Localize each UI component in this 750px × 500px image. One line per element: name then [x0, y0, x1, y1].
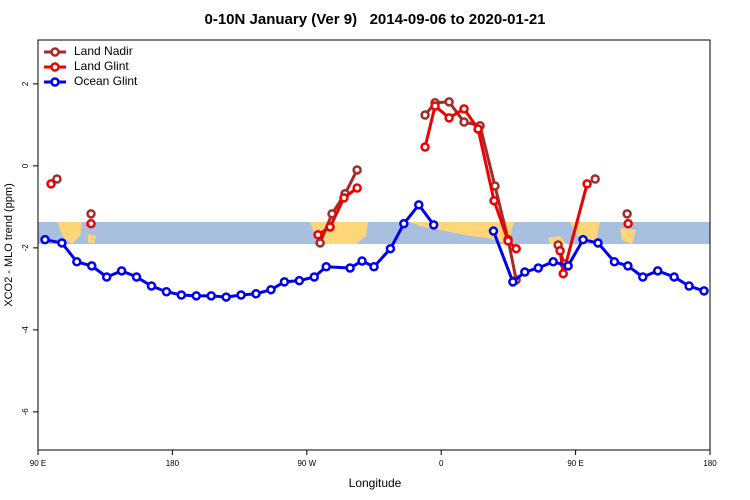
data-point — [321, 261, 331, 272]
data-point — [503, 236, 513, 246]
data-point — [684, 281, 694, 291]
legend-label: Ocean Glint — [74, 74, 138, 88]
data-point — [444, 97, 454, 107]
series-line — [44, 202, 435, 299]
data-point — [46, 179, 56, 189]
data-point — [548, 257, 558, 267]
legend-marker — [50, 62, 60, 72]
data-point — [191, 291, 202, 301]
data-point — [313, 230, 323, 240]
map-band — [38, 222, 710, 244]
data-point — [206, 291, 216, 301]
data-point — [520, 267, 530, 277]
x-tick-label: 90 E — [567, 459, 583, 468]
data-point — [279, 277, 290, 287]
legend-marker — [50, 77, 60, 87]
series — [52, 97, 632, 285]
data-point — [236, 290, 246, 300]
legend-marker — [50, 47, 60, 57]
data-point — [459, 117, 469, 127]
data-point — [511, 243, 521, 254]
data-point — [638, 272, 648, 282]
data-point — [176, 290, 187, 300]
series-line — [317, 186, 359, 237]
data-point — [357, 256, 367, 266]
data-point — [52, 174, 62, 184]
data-point — [86, 209, 96, 219]
legend-label: Land Nadir — [74, 44, 133, 58]
data-point — [508, 277, 518, 287]
data-point — [563, 261, 573, 271]
data-point — [428, 220, 439, 230]
data-point — [399, 218, 409, 229]
data-point — [161, 286, 172, 297]
data-point — [459, 104, 469, 114]
data-point — [116, 266, 127, 276]
data-point — [623, 261, 633, 271]
series — [40, 200, 709, 302]
data-point — [251, 289, 261, 299]
data-point — [430, 101, 440, 111]
data-point — [315, 238, 325, 248]
data-point — [40, 234, 50, 245]
y-tick-label: -4 — [21, 326, 30, 334]
data-point — [369, 261, 379, 272]
data-point — [57, 238, 67, 248]
data-point — [221, 292, 231, 302]
data-point — [652, 266, 663, 276]
y-tick-label: 0 — [21, 163, 30, 168]
x-tick-label: 180 — [703, 459, 717, 468]
data-point — [699, 286, 709, 296]
data-point — [420, 110, 430, 120]
data-point — [555, 245, 565, 256]
data-point — [488, 226, 499, 236]
data-point — [489, 195, 499, 206]
y-axis-label: XCO2 - MLO trend (ppm) — [3, 183, 15, 306]
data-point — [352, 183, 362, 193]
x-tick-label: 180 — [166, 459, 180, 468]
x-tick-label: 90 W — [297, 459, 316, 468]
data-point — [444, 113, 454, 123]
data-point — [131, 272, 142, 282]
data-point — [593, 238, 603, 248]
data-point — [87, 261, 97, 271]
data-point — [414, 200, 424, 210]
data-point — [86, 218, 96, 229]
data-point — [101, 272, 112, 282]
data-point — [385, 243, 396, 254]
x-tick-label: 90 E — [30, 459, 46, 468]
data-point — [578, 234, 588, 245]
data-point — [146, 281, 157, 291]
data-point — [590, 174, 600, 184]
data-point — [352, 165, 362, 175]
x-tick-label: 0 — [439, 459, 444, 468]
data-point — [533, 263, 544, 273]
data-point — [345, 263, 355, 273]
x-axis-label: Longitude — [349, 476, 402, 490]
data-point — [72, 257, 82, 267]
legend-label: Land Glint — [74, 59, 129, 73]
series — [46, 101, 633, 279]
data-point — [339, 193, 349, 203]
data-point — [669, 272, 679, 282]
data-point — [309, 272, 320, 282]
data-point — [622, 209, 632, 219]
y-tick-label: -2 — [21, 244, 30, 252]
data-point — [558, 268, 568, 279]
data-point — [294, 275, 305, 286]
plot-frame — [37, 39, 711, 451]
data-point — [609, 257, 620, 267]
data-point — [325, 222, 335, 232]
data-point — [420, 142, 430, 152]
data-point — [473, 124, 483, 134]
data-point — [623, 218, 633, 229]
chart-title: 0-10N January (Ver 9) 2014-09-06 to 2020… — [204, 11, 545, 28]
data-point — [266, 284, 276, 295]
y-tick-label: 2 — [21, 81, 30, 86]
y-tick-label: -6 — [21, 408, 30, 416]
data-point — [582, 179, 592, 189]
